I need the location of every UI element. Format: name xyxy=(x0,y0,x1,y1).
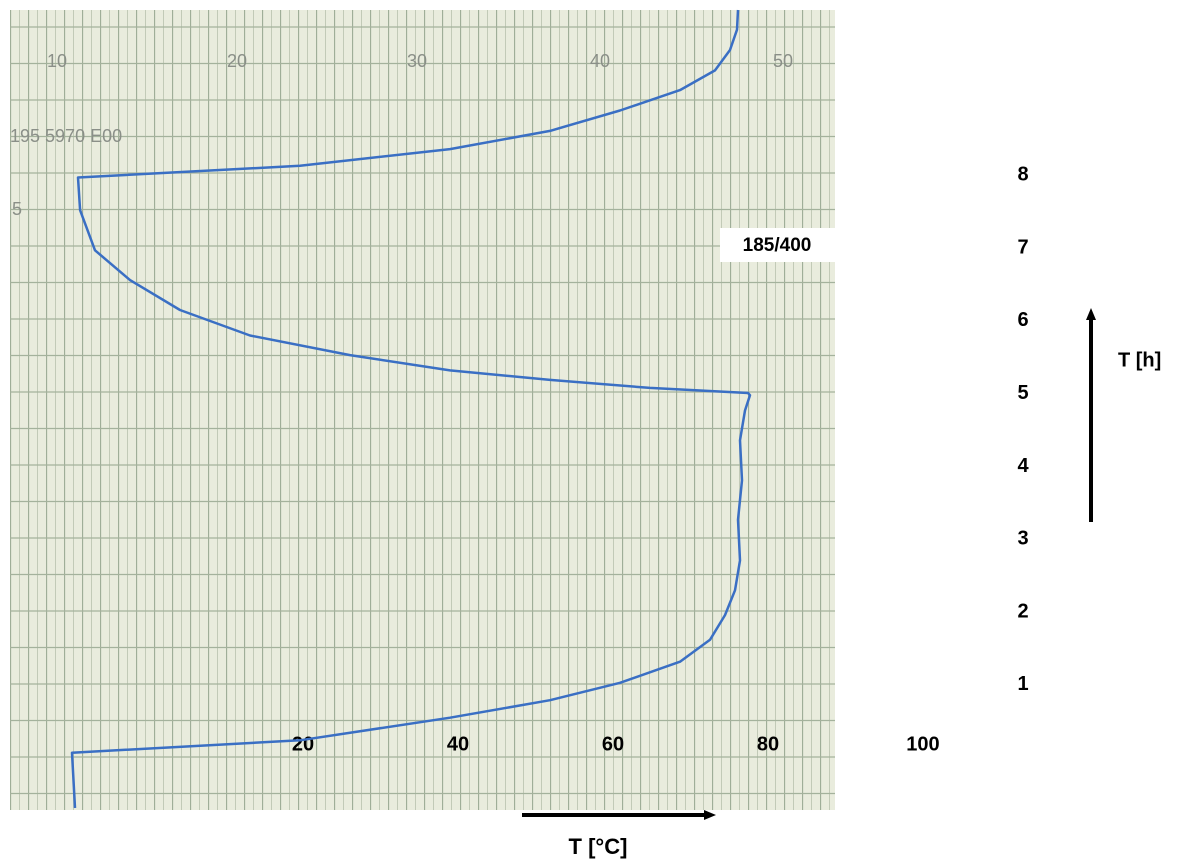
paper-mark: 5 xyxy=(12,199,22,219)
x-tick-label: 100 xyxy=(906,733,939,755)
y-tick-label: 8 xyxy=(1017,164,1028,186)
x-tick-label: 60 xyxy=(602,733,624,755)
x-tick-label: 40 xyxy=(447,733,469,755)
x-tick-label: 80 xyxy=(757,733,779,755)
annotation: 185/400 xyxy=(743,235,812,256)
paper-scale-label: 20 xyxy=(227,51,247,71)
y-axis-label: T [h] xyxy=(1118,349,1161,371)
y-tick-label: 7 xyxy=(1017,236,1028,258)
paper-code: 195 5970 E00 xyxy=(10,126,122,146)
x-tick-label: 20 xyxy=(292,733,314,755)
x-axis-label: T [°C] xyxy=(569,834,628,859)
x-arrow xyxy=(522,810,716,820)
paper-scale-label: 30 xyxy=(407,51,427,71)
y-tick-label: 5 xyxy=(1017,382,1028,404)
y-arrow xyxy=(1086,308,1096,522)
chart: 195 5970 E00 5 185/400 T [°C] T [h] 10 20… xyxy=(0,0,1195,867)
recorder-paper xyxy=(10,10,835,810)
y-tick-label: 3 xyxy=(1017,528,1028,550)
paper-scale-label: 10 xyxy=(47,51,67,71)
paper-scale-label: 50 xyxy=(773,51,793,71)
paper-scale-label: 40 xyxy=(590,51,610,71)
y-tick-label: 4 xyxy=(1017,455,1029,477)
y-tick-label: 1 xyxy=(1017,673,1028,695)
y-tick-label: 6 xyxy=(1017,309,1028,331)
y-tick-label: 2 xyxy=(1017,600,1028,622)
